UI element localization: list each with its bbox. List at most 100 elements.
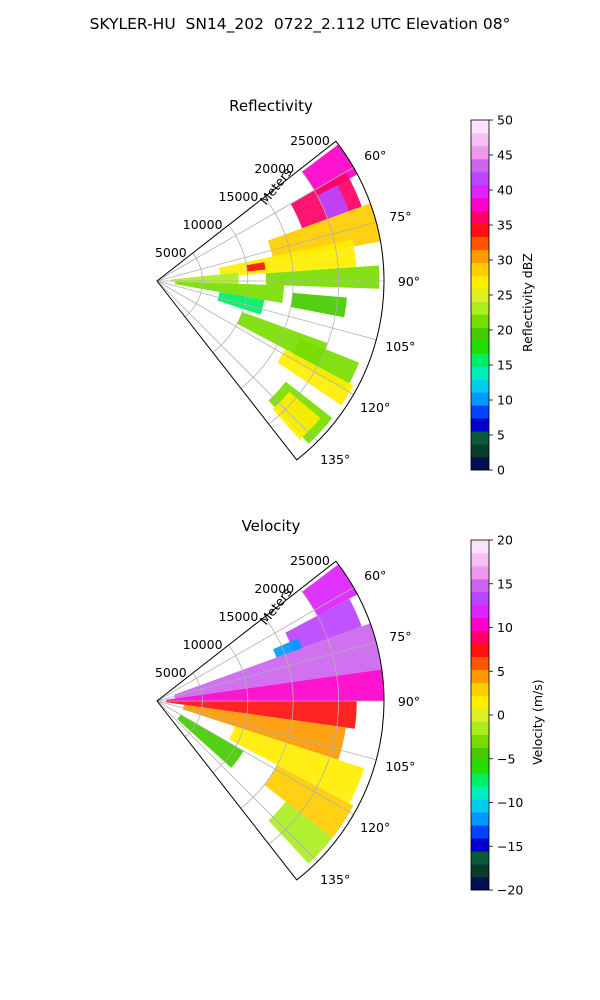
velocity-colorbar-swatch — [471, 838, 489, 852]
reflectivity-range-ring — [296, 140, 385, 461]
reflectivity-colorbar-swatch — [471, 444, 489, 458]
velocity-colorbar-swatch — [471, 591, 489, 606]
reflectivity-azimuth-gridline — [156, 221, 377, 282]
reflectivity-colorbar-swatch — [471, 379, 489, 393]
velocity-colorbar-tick-label: −15 — [497, 839, 523, 854]
velocity-colorbar-tick-label: 15 — [497, 576, 513, 591]
velocity-colorbar-swatch — [471, 578, 489, 593]
reflectivity-colorbar-swatch — [471, 120, 489, 134]
reflectivity-colorbar-swatch — [471, 366, 489, 380]
reflectivity-azimuth-gridline — [156, 280, 318, 442]
reflectivity-range-tick-label: 20000 — [254, 161, 294, 176]
velocity-azimuth-gridline — [156, 700, 354, 815]
velocity-range-tick-label: 15000 — [219, 609, 259, 624]
velocity-range-ring — [212, 644, 249, 773]
reflectivity-echo-cell — [302, 144, 358, 196]
reflectivity-azimuth-tick-label: 60° — [364, 148, 386, 163]
reflectivity-colorbar-tick-label: 45 — [497, 148, 513, 163]
reflectivity-colorbar-swatch — [471, 145, 489, 160]
reflectivity-azimuth-tick-label: 120° — [360, 400, 390, 415]
velocity-colorbar-swatch — [471, 786, 489, 800]
reflectivity-colorbar-tick-label: 25 — [497, 288, 513, 303]
velocity-range-ring — [268, 588, 339, 845]
reflectivity-colorbar-swatch — [471, 353, 489, 367]
velocity-colorbar-swatch — [471, 682, 489, 696]
velocity-colorbar-swatch — [471, 540, 489, 554]
reflectivity-range-ring — [240, 196, 294, 389]
velocity-echo-cell — [273, 638, 303, 658]
reflectivity-plot-area: 5000 10000 15000 20000 25000 60° 75° 90° 105° 120… — [155, 133, 420, 467]
velocity-colorbar-swatch — [471, 721, 489, 735]
reflectivity-echo-cell — [268, 381, 333, 444]
reflectivity-colorbar-swatch — [471, 431, 489, 445]
velocity-azimuth-gridline — [156, 587, 354, 702]
reflectivity-sector-frame — [156, 140, 385, 461]
reflectivity-range-tick-label: 15000 — [219, 189, 259, 204]
reflectivity-colorbar: 0 5 10 15 20 25 30 35 40 45 50 — [470, 113, 513, 478]
velocity-azimuth-gridline — [156, 700, 318, 862]
reflectivity-range-tick-label: 25000 — [290, 133, 330, 148]
reflectivity-colorbar-tick-label: 15 — [497, 358, 513, 373]
velocity-range-ring — [184, 672, 203, 738]
reflectivity-echo-cell — [290, 338, 360, 390]
reflectivity-colorbar-tick-label: 30 — [497, 253, 513, 268]
velocity-range-tick-label: 20000 — [254, 581, 294, 596]
velocity-plot-area: 5000 10000 15000 20000 25000 60° 75° 90° 105° 120… — [155, 553, 420, 887]
reflectivity-azimuth-tick-label: 105° — [385, 339, 415, 354]
reflectivity-colorbar-swatch — [471, 405, 489, 419]
reflectivity-echo-cell — [217, 292, 265, 315]
velocity-azimuth-tick-label: 105° — [385, 759, 415, 774]
velocity-range-ring — [240, 616, 294, 809]
reflectivity-echo-cell — [290, 172, 362, 229]
reflectivity-range-ring — [184, 252, 203, 318]
velocity-echo-cell — [229, 726, 365, 804]
figure-title: SKYLER-HU SN14_202 0722_2.112 UTC Elevat… — [89, 15, 511, 33]
reflectivity-panel-title: Reflectivity — [229, 97, 313, 115]
velocity-colorbar-swatch — [471, 734, 489, 748]
velocity-colorbar-label: Velocity (m/s) — [530, 679, 545, 765]
reflectivity-range-axis-label: Meters — [257, 165, 295, 208]
reflectivity-colorbar-swatch — [471, 392, 489, 406]
velocity-azimuth-gridline — [156, 700, 377, 761]
velocity-colorbar-swatch — [471, 864, 489, 878]
velocity-azimuth-gridline — [156, 641, 377, 702]
reflectivity-colorbar-swatch — [471, 288, 489, 302]
velocity-colorbar-swatch — [471, 851, 489, 865]
reflectivity-echo-cell — [290, 292, 347, 318]
velocity-azimuth-tick-label: 135° — [320, 872, 350, 887]
velocity-echo-cell — [165, 669, 384, 701]
reflectivity-colorbar-swatch — [471, 418, 489, 432]
reflectivity-colorbar-tick-label: 20 — [497, 323, 513, 338]
velocity-echo-cell — [268, 801, 333, 864]
velocity-colorbar-swatch — [471, 656, 489, 671]
velocity-range-tick-label: 5000 — [155, 665, 187, 680]
velocity-colorbar-swatch — [471, 604, 489, 619]
reflectivity-colorbar-swatch — [471, 197, 489, 212]
velocity-colorbar-swatch — [471, 760, 489, 774]
velocity-colorbar-tick-label: 10 — [497, 620, 513, 635]
velocity-echo-cell — [302, 564, 358, 616]
reflectivity-azimuth-tick-label: 90° — [398, 274, 420, 289]
velocity-colorbar-swatch — [471, 565, 489, 580]
velocity-colorbar-swatch — [471, 877, 489, 891]
reflectivity-range-tick-label: 10000 — [183, 217, 223, 232]
velocity-colorbar-swatch — [471, 708, 489, 722]
velocity-range-ring — [296, 560, 385, 881]
velocity-colorbar: −20 −15 −10 −5 0 5 10 15 20 — [470, 533, 523, 898]
velocity-range-axis-label: Meters — [257, 585, 295, 628]
reflectivity-colorbar-swatch — [471, 158, 489, 173]
reflectivity-colorbar-tick-label: 5 — [497, 428, 505, 443]
reflectivity-echo-cell — [174, 281, 285, 304]
velocity-range-tick-label: 25000 — [290, 553, 330, 568]
velocity-echo-cell — [182, 704, 346, 760]
velocity-colorbar-tick-label: 0 — [497, 708, 505, 723]
velocity-colorbar-swatch — [471, 617, 489, 632]
reflectivity-colorbar-frame — [470, 119, 490, 471]
velocity-echo-cell — [165, 701, 357, 729]
velocity-colorbar-swatch — [471, 747, 489, 761]
reflectivity-colorbar-swatch — [471, 184, 489, 199]
reflectivity-colorbar-label: Reflectivity dBZ — [520, 253, 535, 352]
velocity-azimuth-tick-label: 90° — [398, 694, 420, 709]
reflectivity-colorbar-tick-label: 0 — [497, 463, 505, 478]
